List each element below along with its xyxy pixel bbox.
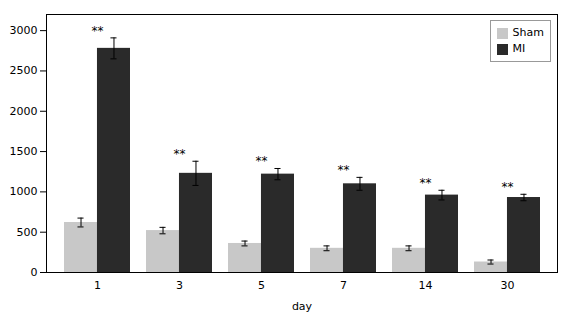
svg-text:2500: 2500 (10, 64, 38, 77)
svg-text:2000: 2000 (10, 105, 38, 118)
svg-text:5: 5 (258, 279, 265, 292)
svg-text:3000: 3000 (10, 24, 38, 37)
svg-text:7: 7 (340, 279, 347, 292)
html-text:Sham: Sham (512, 26, 544, 39)
svg-text:14: 14 (419, 279, 433, 292)
svg-text:500: 500 (17, 226, 38, 239)
svg-text:**: ** (92, 24, 104, 38)
svg-text:30: 30 (501, 279, 515, 292)
svg-text:1000: 1000 (10, 185, 38, 198)
svg-text:1: 1 (94, 279, 101, 292)
svg-text:**: ** (502, 180, 514, 194)
svg-text:**: ** (420, 176, 432, 190)
svg-text:3: 3 (176, 279, 183, 292)
svg-text:1500: 1500 (10, 145, 38, 158)
svg-text:**: ** (256, 154, 268, 168)
svg-text:**: ** (174, 147, 186, 161)
svg-text:0: 0 (31, 266, 38, 279)
svg-text:day: day (292, 300, 313, 313)
svg-text:**: ** (338, 163, 350, 177)
html-text:MI: MI (512, 42, 526, 55)
